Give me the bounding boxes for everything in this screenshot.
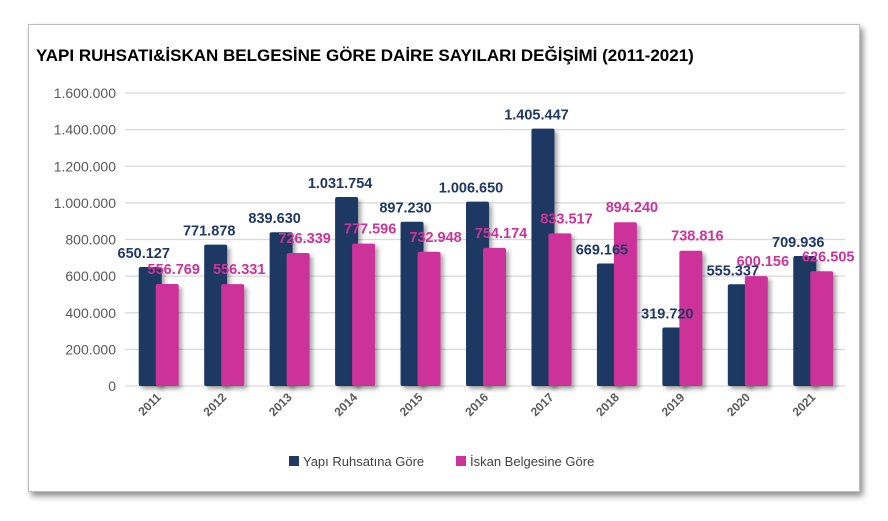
y-tick-label: 200.000: [65, 341, 116, 357]
data-label: 833.517: [540, 211, 592, 227]
data-label: 600.156: [737, 254, 789, 270]
data-label: 771.878: [183, 224, 235, 240]
y-tick-label: 1.400.000: [54, 122, 116, 138]
x-tick-label: 2014: [331, 390, 360, 419]
bar-iskan-belgesi-2016: [483, 247, 506, 386]
data-label: 1.006.650: [439, 181, 504, 197]
x-tick-label: 2018: [593, 390, 622, 419]
data-label: 556.769: [148, 262, 200, 278]
legend-label: İskan Belgesine Göre: [470, 454, 594, 469]
data-label: 732.948: [409, 230, 461, 246]
data-label: 650.127: [118, 246, 170, 262]
data-label: 709.936: [772, 235, 824, 251]
y-tick-label: 1.600.000: [54, 85, 116, 101]
data-label: 726.339: [278, 231, 330, 247]
bar-iskan-belgesi-2020: [744, 276, 768, 386]
bar-iskan-belgesi-2019: [679, 250, 703, 386]
data-label: 555.337: [707, 263, 759, 279]
x-tick-label: 2019: [659, 390, 688, 419]
data-label: 1.405.447: [504, 108, 569, 124]
bar-iskan-belgesi-2014: [352, 243, 376, 386]
x-tick-label: 2017: [528, 390, 557, 419]
legend-swatch: [289, 456, 299, 466]
x-tick-label: 2012: [201, 390, 230, 419]
y-tick-label: 1.000.000: [54, 195, 116, 211]
legend-swatch: [456, 456, 466, 466]
data-label: 754.174: [475, 226, 527, 242]
chart-title: YAPI RUHSATI&İSKAN BELGESİNE GÖRE DAİRE …: [36, 46, 694, 65]
bar-iskan-belgesi-2012: [221, 284, 245, 386]
x-tick-label: 2013: [266, 390, 295, 419]
bar-iskan-belgesi-2018: [613, 222, 637, 386]
data-label: 777.596: [344, 222, 396, 238]
bar-iskan-belgesi-2017: [548, 233, 572, 386]
x-tick-label: 2015: [397, 390, 426, 419]
data-label: 897.230: [379, 201, 431, 217]
data-label: 738.816: [671, 229, 723, 245]
y-tick-label: 800.000: [65, 232, 116, 248]
x-tick-label: 2011: [136, 390, 165, 419]
bar-iskan-belgesi-2013: [286, 252, 310, 386]
data-label: 894.240: [606, 200, 658, 216]
data-label: 626.505: [802, 249, 854, 265]
bar-iskan-belgesi-2015: [417, 251, 441, 386]
y-tick-label: 400.000: [65, 305, 116, 321]
chart-frame: [28, 24, 860, 492]
bar-iskan-belgesi-2011: [155, 284, 179, 386]
data-label: 669.165: [576, 242, 628, 258]
data-label: 839.630: [248, 211, 300, 227]
y-tick-label: 600.000: [65, 268, 116, 284]
y-tick-label: 1.200.000: [54, 158, 116, 174]
x-tick-label: 2021: [790, 390, 819, 419]
x-tick-label: 2020: [724, 390, 753, 419]
y-tick-label: 0: [108, 378, 116, 394]
legend-label: Yapı Ruhsatına Göre: [303, 454, 424, 469]
data-label: 319.720: [641, 306, 693, 322]
data-label: 556.331: [213, 262, 265, 278]
data-label: 1.031.754: [308, 176, 373, 192]
bar-iskan-belgesi-2021: [810, 271, 834, 386]
x-tick-label: 2016: [462, 390, 491, 419]
